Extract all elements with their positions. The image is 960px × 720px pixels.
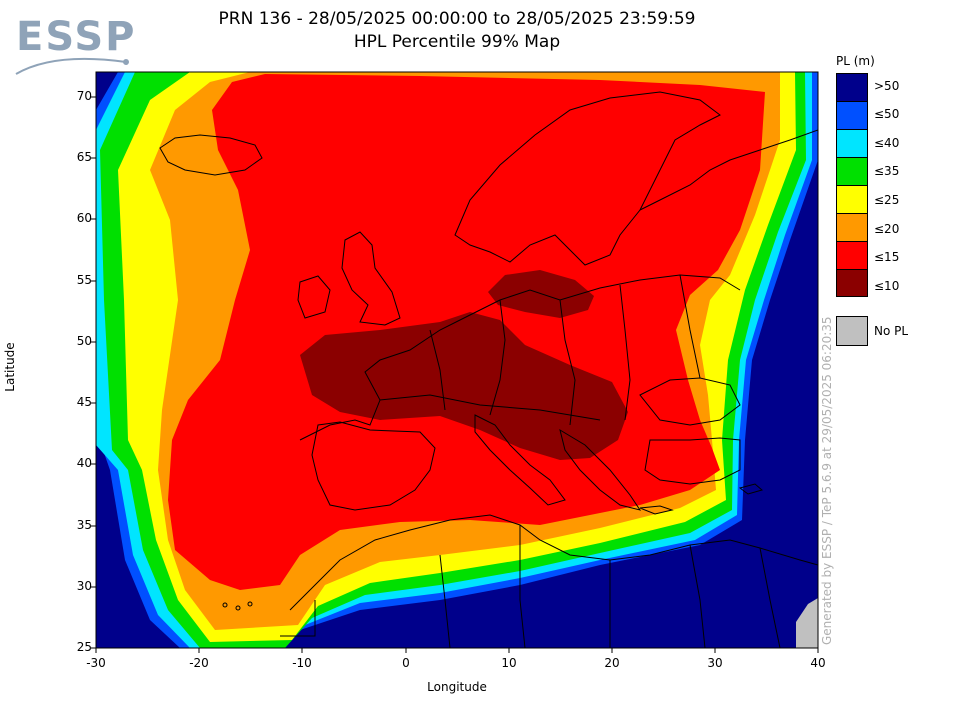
region-le-10-central [300,312,628,460]
legend-swatch [836,185,868,213]
y-tick-label: 50 [76,334,92,348]
legend-title: PL (m) [836,54,875,68]
generated-by-credit: Generated by ESSP / TeP 5.6.9 at 29/05/2… [820,316,834,645]
y-tick-label: 30 [76,579,92,593]
y-tick-label: 65 [76,150,92,164]
legend-swatch [836,101,868,129]
map-area [96,72,818,648]
logo-text: ESSP [16,14,137,60]
x-tick-label: 40 [810,656,826,670]
legend-label: ≤35 [874,164,900,178]
y-tick-label: 40 [76,456,92,470]
x-tick-label: 30 [707,656,723,670]
y-tick-label: 70 [76,89,92,103]
region-no-pl [796,598,818,648]
logo-swoosh [15,57,129,75]
legend-no-pl-swatch [836,316,868,346]
title-line-1: PRN 136 - 28/05/2025 00:00:00 to 28/05/2… [218,9,696,29]
legend-swatch [836,157,868,185]
y-tick-label: 60 [76,211,92,225]
legend-label: ≤40 [874,136,900,150]
y-tick-label: 45 [76,395,92,409]
x-tick-label: -30 [86,656,106,670]
plot-frame [95,71,819,649]
y-tick-label: 55 [76,273,92,287]
x-tick-label: 0 [402,656,410,670]
legend-label: ≤25 [874,193,900,207]
x-tick-label: 10 [501,656,517,670]
y-tick-label: 25 [76,640,92,654]
coastlines [159,91,818,648]
legend [836,73,868,297]
legend-swatch [836,213,868,241]
y-axis-label: Latitude [3,342,17,392]
map-title: PRN 136 - 28/05/2025 00:00:00 to 28/05/2… [96,8,818,54]
y-tick-label: 35 [76,518,92,532]
legend-label: ≤10 [874,279,900,293]
legend-swatch [836,241,868,269]
x-tick-label: -10 [292,656,312,670]
legend-no-pl-label: No PL [874,324,909,338]
legend-label: ≤50 [874,107,900,121]
legend-label: ≤20 [874,222,900,236]
essp-logo: ESSP [14,14,134,80]
title-line-2: HPL Percentile 99% Map [353,32,561,52]
x-axis-label: Longitude [427,680,487,694]
tick-marks [91,96,819,653]
legend-swatch [836,269,868,297]
legend-label: >50 [874,79,900,93]
legend-label: ≤15 [874,250,900,264]
x-tick-label: -20 [189,656,209,670]
legend-swatch [836,73,868,101]
x-tick-label: 20 [604,656,620,670]
legend-swatch [836,129,868,157]
